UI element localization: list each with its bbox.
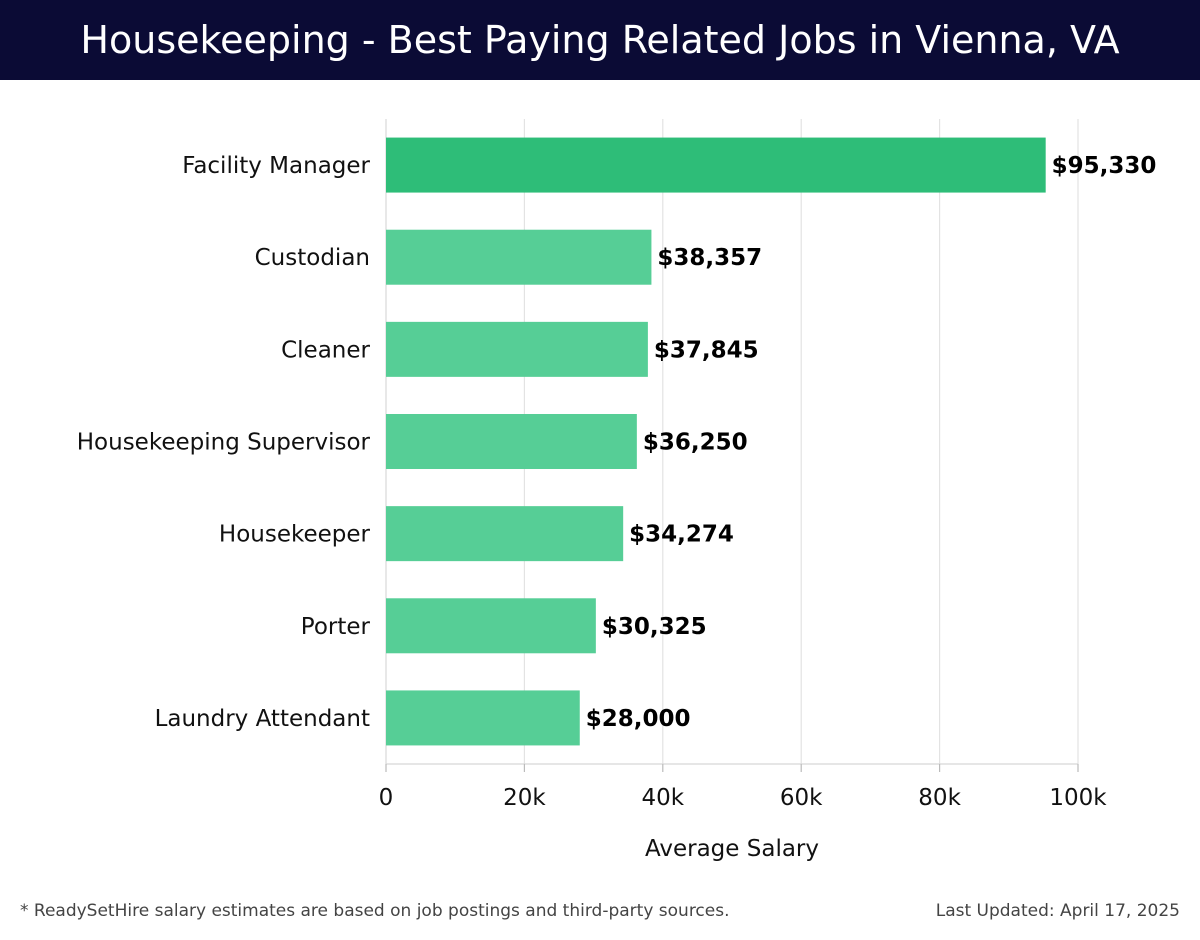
chart-header: Housekeeping - Best Paying Related Jobs …: [0, 0, 1200, 80]
data-label: $38,357: [657, 245, 762, 271]
x-tick-label: 40k: [642, 785, 685, 811]
category-label: Custodian: [255, 245, 370, 271]
x-tick-label: 60k: [780, 785, 823, 811]
bar: [386, 229, 652, 285]
data-label: $28,000: [586, 706, 691, 732]
data-label: $34,274: [629, 522, 734, 548]
bar: [386, 321, 648, 377]
bar: [386, 137, 1046, 193]
category-label: Housekeeping Supervisor: [77, 430, 371, 456]
category-label: Facility Manager: [182, 153, 370, 179]
footer-note: * ReadySetHire salary estimates are base…: [20, 901, 730, 921]
chart-title: Housekeeping - Best Paying Related Jobs …: [80, 18, 1120, 62]
x-tick-label: 20k: [503, 785, 546, 811]
x-tick-label: 80k: [918, 785, 961, 811]
data-label: $37,845: [654, 337, 759, 363]
data-label: $30,325: [602, 614, 707, 640]
category-label: Porter: [301, 614, 371, 640]
x-tick-label: 0: [379, 785, 394, 811]
data-label: $36,250: [643, 430, 748, 456]
bar: [386, 690, 580, 746]
category-label: Cleaner: [281, 337, 370, 363]
bar: [386, 414, 637, 469]
last-updated: Last Updated: April 17, 2025: [935, 901, 1180, 921]
data-label: $95,330: [1052, 153, 1157, 179]
category-label: Laundry Attendant: [155, 706, 370, 732]
bar: [386, 598, 596, 654]
category-label: Housekeeper: [219, 522, 371, 548]
bar: [386, 506, 624, 562]
x-axis-label: Average Salary: [645, 836, 819, 862]
x-tick-label: 100k: [1049, 785, 1107, 811]
